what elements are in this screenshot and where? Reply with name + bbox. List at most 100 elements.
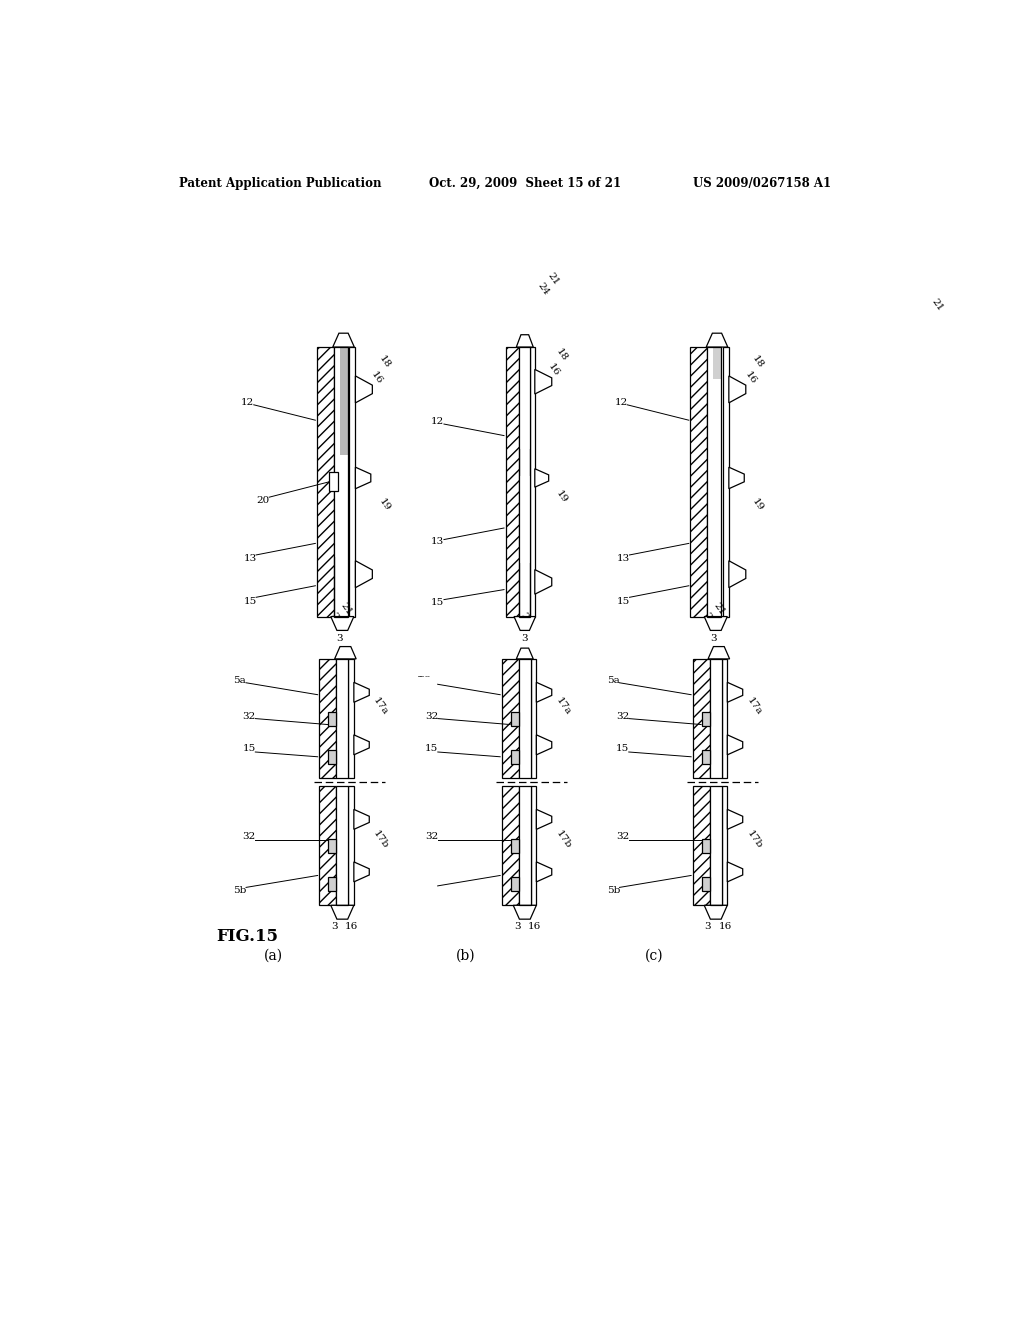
Bar [519,347,530,616]
Polygon shape [355,376,373,403]
Text: 19: 19 [554,490,569,506]
Polygon shape [333,333,354,347]
Text: 32: 32 [616,832,629,841]
Bar [348,785,354,906]
Polygon shape [708,647,730,659]
Text: 19: 19 [377,496,392,513]
Text: 3: 3 [521,634,528,643]
Bar [410,884,436,899]
Text: 16: 16 [345,923,358,932]
Text: 32: 32 [243,832,256,841]
Bar [334,455,348,557]
Text: 3: 3 [514,923,520,932]
Bar [713,347,721,379]
Text: 16: 16 [719,923,731,932]
Polygon shape [354,809,370,829]
Bar [692,659,710,779]
Bar [329,838,336,853]
Text: 5b: 5b [416,887,429,895]
Text: 12: 12 [614,399,628,407]
Text: Patent Application Publication: Patent Application Publication [179,177,382,190]
Bar [319,785,336,906]
Text: 21: 21 [929,297,944,313]
Polygon shape [705,906,727,919]
Bar [701,750,710,764]
Bar [518,659,531,779]
Bar [316,347,334,616]
Text: 21: 21 [519,611,534,627]
Bar [334,347,340,466]
Text: Oct. 29, 2009  Sheet 15 of 21: Oct. 29, 2009 Sheet 15 of 21 [429,177,621,190]
Polygon shape [729,376,745,403]
Text: 13: 13 [431,537,444,546]
Polygon shape [727,682,742,702]
Polygon shape [355,561,373,587]
Text: 15: 15 [244,597,257,606]
Bar [722,659,727,779]
Bar [511,838,518,853]
Polygon shape [535,370,552,395]
Text: 18: 18 [751,355,766,371]
Text: 17a: 17a [372,696,390,717]
Bar [413,888,436,899]
Bar [334,347,348,616]
Text: 18: 18 [377,355,392,371]
Polygon shape [537,862,552,882]
Text: 15: 15 [616,597,630,606]
Polygon shape [729,561,745,587]
Text: 21: 21 [546,272,560,288]
Bar [690,347,708,616]
Polygon shape [331,906,354,919]
Bar [329,750,336,764]
Text: 19: 19 [751,496,766,513]
Text: 5a: 5a [233,676,247,685]
Bar [330,473,339,491]
Polygon shape [535,570,552,594]
Text: 3: 3 [332,923,338,932]
Bar [506,347,519,616]
Polygon shape [513,906,537,919]
Polygon shape [729,467,744,488]
Text: (c): (c) [645,948,664,962]
Text: 15: 15 [616,744,629,752]
Bar [336,785,348,906]
Bar [710,659,722,779]
Text: 16: 16 [370,370,384,385]
Text: 3: 3 [705,923,712,932]
Bar [329,876,336,891]
Bar [413,677,436,689]
Bar [519,477,530,562]
Polygon shape [727,862,742,882]
Polygon shape [537,809,552,829]
Bar [708,347,721,616]
Text: 13: 13 [244,553,257,562]
Polygon shape [355,467,371,488]
Text: 18: 18 [554,347,569,363]
Bar [349,347,355,616]
Bar [701,876,710,891]
Bar [722,785,727,906]
Bar [518,659,531,779]
Bar [530,347,535,616]
Text: 5a: 5a [416,676,429,685]
Text: 32: 32 [243,711,256,721]
Text: 5a: 5a [607,676,620,685]
Bar [511,876,518,891]
Polygon shape [354,735,370,755]
Bar [336,659,348,779]
Text: 21: 21 [712,601,727,616]
Text: 32: 32 [425,711,438,721]
Bar [708,347,721,616]
Polygon shape [727,809,742,829]
Polygon shape [707,333,728,347]
Text: 5b: 5b [606,887,621,895]
Bar [511,750,518,764]
Text: 16: 16 [527,923,541,932]
Text: 32: 32 [425,832,438,841]
Text: 17b: 17b [744,829,764,850]
Bar [502,785,518,906]
Text: 15: 15 [431,598,444,607]
Polygon shape [331,616,354,631]
Text: 22: 22 [418,676,431,685]
Text: 17a: 17a [554,696,572,717]
